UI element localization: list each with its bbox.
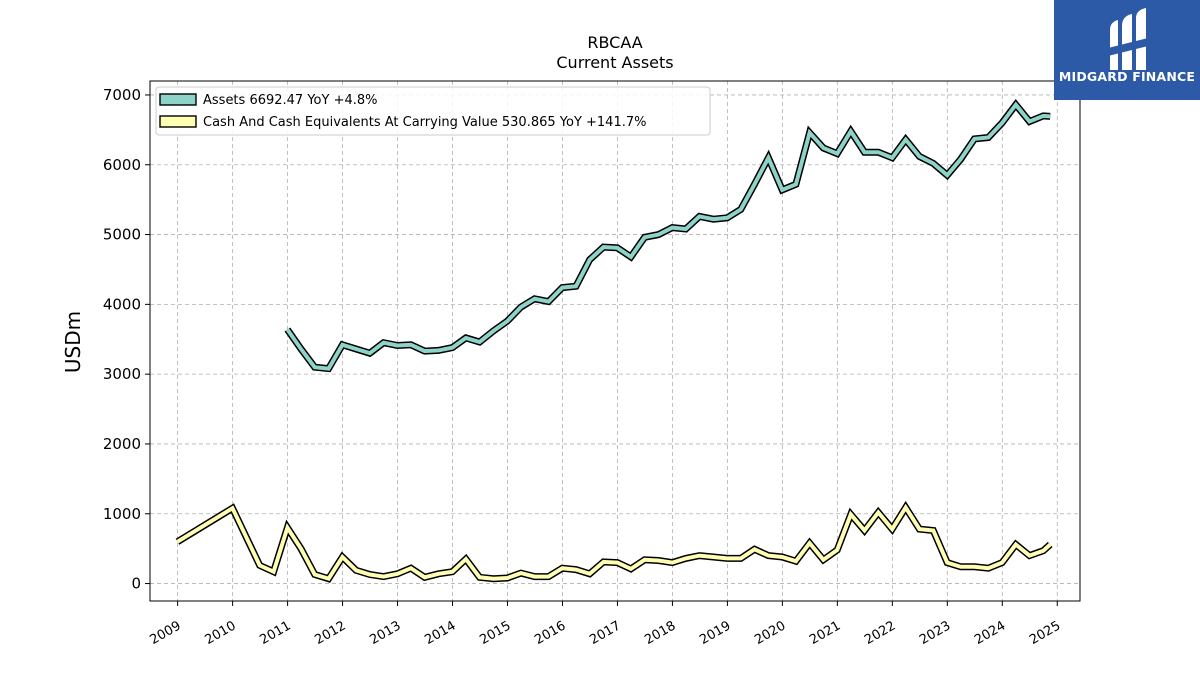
x-axis-ticks: 2009 2010 2011 2012 2013 2014 2015 2016 2017 2018… bbox=[147, 601, 1063, 648]
legend-box bbox=[155, 86, 711, 136]
x-tick-label: 2023 bbox=[917, 618, 953, 648]
legend-swatch-assets bbox=[159, 93, 197, 106]
x-tick-label: 2018 bbox=[642, 618, 678, 648]
y-tick-label: 3000 bbox=[103, 365, 141, 383]
series-outline-assets bbox=[284, 99, 1051, 373]
y-tick-label: 7000 bbox=[103, 86, 141, 104]
x-tick-label: 2012 bbox=[312, 618, 348, 648]
x-tick-label: 2014 bbox=[422, 618, 458, 648]
y-tick-label: 2000 bbox=[103, 435, 141, 453]
x-tick-label: 2025 bbox=[1027, 618, 1063, 648]
y-axis-ticks: 0 1000 2000 3000 4000 5000 6000 7000 bbox=[103, 86, 150, 593]
brand-logo: MIDGARD FINANCE bbox=[1054, 0, 1200, 100]
x-tick-label: 2016 bbox=[532, 618, 568, 648]
series-line-cash bbox=[176, 503, 1052, 582]
x-tick-label: 2020 bbox=[752, 618, 788, 648]
y-tick-label: 0 bbox=[131, 575, 141, 593]
x-tick-label: 2024 bbox=[972, 618, 1008, 648]
legend-swatch-cash bbox=[159, 115, 197, 128]
x-tick-label: 2021 bbox=[807, 618, 843, 648]
x-tick-label: 2011 bbox=[257, 618, 293, 648]
x-tick-label: 2010 bbox=[202, 618, 238, 648]
x-tick-label: 2013 bbox=[367, 618, 403, 648]
y-tick-label: 5000 bbox=[103, 226, 141, 244]
x-tick-label: 2015 bbox=[477, 618, 513, 648]
gridlines bbox=[150, 81, 1080, 601]
series-line-assets bbox=[285, 101, 1051, 371]
chart-subtitle: Current Assets bbox=[556, 53, 673, 72]
chart-title: RBCAA bbox=[587, 33, 642, 52]
legend: Assets 6692.47 YoY +4.8% Cash And Cash E… bbox=[155, 86, 711, 136]
plot-frame bbox=[149, 80, 1081, 602]
y-tick-label: 1000 bbox=[103, 505, 141, 523]
y-tick-label: 6000 bbox=[103, 156, 141, 174]
x-tick-label: 2019 bbox=[697, 618, 733, 648]
y-axis-label: USDm bbox=[61, 311, 85, 373]
y-tick-label: 4000 bbox=[103, 295, 141, 313]
x-tick-label: 2009 bbox=[147, 618, 183, 648]
midgard-monogram-icon bbox=[1108, 8, 1148, 70]
series-lines bbox=[175, 99, 1053, 583]
legend-label-assets: Assets 6692.47 YoY +4.8% bbox=[203, 93, 378, 108]
x-tick-label: 2017 bbox=[587, 618, 623, 648]
brand-name: MIDGARD FINANCE bbox=[1058, 69, 1196, 84]
series-outline-cash bbox=[175, 500, 1053, 583]
legend-label-cash: Cash And Cash Equivalents At Carrying Va… bbox=[203, 115, 646, 130]
x-tick-label: 2022 bbox=[862, 618, 898, 648]
